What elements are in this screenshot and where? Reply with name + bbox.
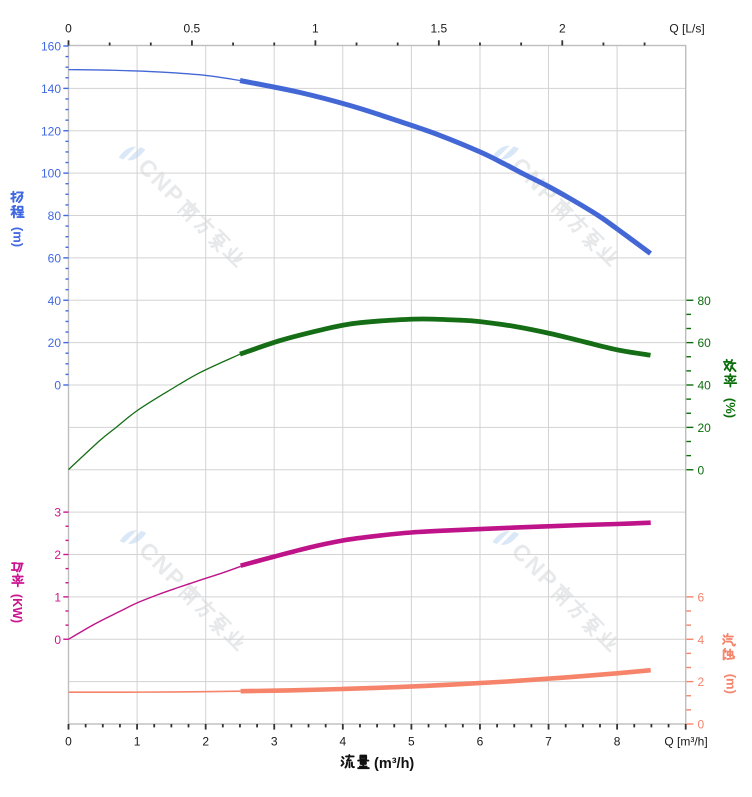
svg-text:1: 1	[134, 734, 141, 748]
svg-text:0: 0	[54, 379, 61, 393]
svg-text:(m³/h): (m³/h)	[374, 756, 414, 772]
svg-text:100: 100	[41, 167, 61, 181]
svg-text:2: 2	[698, 675, 705, 689]
svg-text:3: 3	[271, 734, 278, 748]
svg-text:6: 6	[698, 591, 705, 605]
svg-text:4: 4	[339, 734, 346, 748]
svg-text:40: 40	[698, 379, 712, 393]
svg-text:80: 80	[698, 294, 712, 308]
svg-text:0: 0	[65, 734, 72, 748]
svg-text:2: 2	[54, 548, 61, 562]
svg-text:1.5: 1.5	[430, 22, 447, 36]
svg-text:3: 3	[54, 506, 61, 520]
svg-text:60: 60	[48, 252, 62, 266]
svg-text:8: 8	[614, 734, 621, 748]
svg-text:(m): (m)	[10, 227, 25, 247]
svg-text:60: 60	[698, 336, 712, 350]
svg-text:7: 7	[545, 734, 552, 748]
svg-text:5: 5	[408, 734, 415, 748]
svg-text:(%): (%)	[723, 398, 738, 418]
svg-text:2: 2	[559, 22, 566, 36]
svg-text:0.5: 0.5	[184, 22, 201, 36]
svg-text:0: 0	[698, 463, 705, 477]
svg-text:20: 20	[698, 421, 712, 435]
svg-text:0: 0	[54, 633, 61, 647]
svg-text:(KW): (KW)	[10, 594, 24, 623]
svg-text:0: 0	[698, 718, 705, 732]
svg-text:1: 1	[54, 591, 61, 605]
svg-text:Q [L/s]: Q [L/s]	[669, 22, 704, 36]
svg-text:140: 140	[41, 82, 61, 96]
svg-text:20: 20	[48, 336, 62, 350]
svg-text:40: 40	[48, 294, 62, 308]
svg-text:4: 4	[698, 633, 705, 647]
svg-text:1: 1	[312, 22, 319, 36]
svg-text:6: 6	[477, 734, 484, 748]
svg-text:80: 80	[48, 209, 62, 223]
svg-text:Q [m³/h]: Q [m³/h]	[664, 734, 707, 748]
svg-text:160: 160	[41, 40, 61, 54]
svg-text:2: 2	[202, 734, 209, 748]
svg-text:120: 120	[41, 124, 61, 138]
svg-text:(m): (m)	[724, 674, 739, 694]
svg-text:0: 0	[65, 22, 72, 36]
